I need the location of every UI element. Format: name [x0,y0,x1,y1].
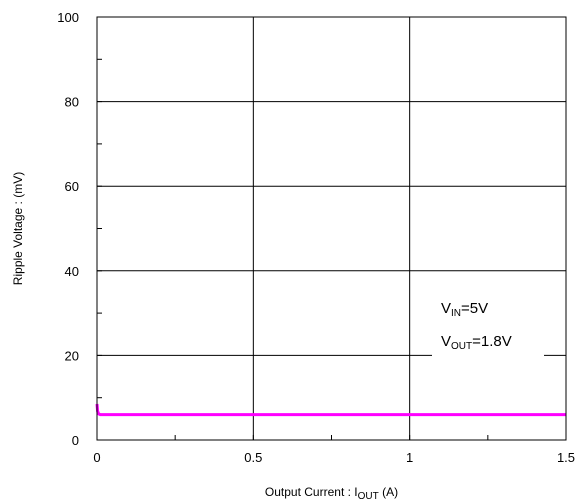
y-tick-label: 20 [65,348,79,363]
grid-lines [97,17,566,440]
x-tick-label: 1.5 [557,450,575,465]
x-tick-label: 0.5 [244,450,262,465]
y-tick-label: 100 [57,10,79,25]
y-tick-label: 40 [65,264,79,279]
annotation-1: VOUT=1.8V [441,333,512,352]
annotation-box [432,288,544,364]
x-tick-label: 0 [93,450,100,465]
tick-marks [96,16,567,441]
x-axis-label: Output Current : IOUT (A) [265,485,398,502]
y-axis-label: Ripple Voltage : (mV) [11,172,25,285]
x-tick-labels: 0 0.5 1 1.5 [93,450,575,465]
annotation-0: VIN=5V [441,300,488,319]
series-layer [95,403,566,417]
plot-frame [96,16,567,441]
y-tick-label: 60 [65,179,79,194]
y-tick-label: 80 [65,95,79,110]
y-tick-label: 0 [72,433,79,448]
x-tick-label: 1 [406,450,413,465]
series-line [95,403,566,417]
y-tick-labels: 0 20 40 60 80 100 [57,10,79,448]
annotations: VIN=5V VOUT=1.8V [441,300,512,352]
